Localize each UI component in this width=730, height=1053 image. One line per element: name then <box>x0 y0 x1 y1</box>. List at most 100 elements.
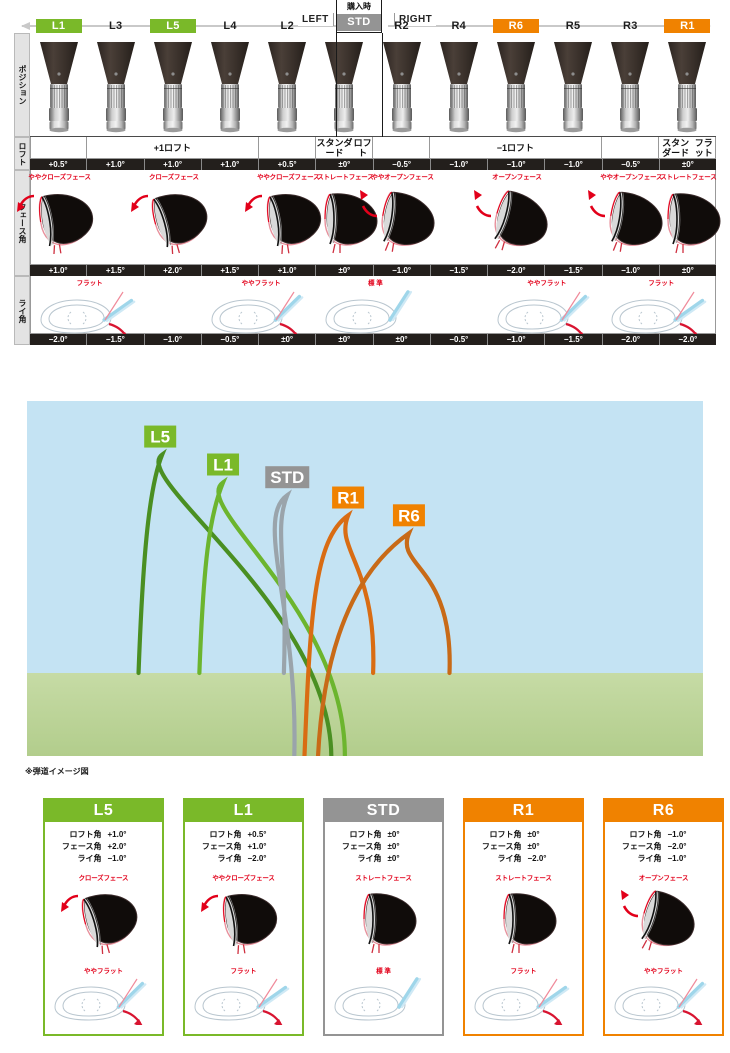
position-tag-l4[interactable]: L4 <box>202 11 259 33</box>
spec-table: ポジション <box>12 0 721 345</box>
position-tag-l5[interactable]: L5 <box>144 11 201 33</box>
spec-line: ロフト角 +1.0° <box>52 829 156 841</box>
position-tag-l1[interactable]: L1 <box>30 11 87 33</box>
spec-line: フェース角 −2.0° <box>612 841 716 853</box>
card-title: L5 <box>45 800 162 822</box>
loft-span-cell: スタンダード フラット <box>658 137 716 159</box>
position-code: R4 <box>451 20 467 32</box>
position-row <box>30 33 716 137</box>
face-values-row: +1.0° +1.5° +2.0° +1.5° +1.0° ±0° −1.0° −1.5° −2… <box>30 265 716 276</box>
position-tag-r5[interactable]: R5 <box>545 11 602 33</box>
driver-hosel-icon <box>381 42 423 142</box>
loft-span-cell: +1ロフト <box>87 137 259 159</box>
driver-sole-icon <box>487 288 607 343</box>
card-driver-sole-icon <box>45 975 163 1030</box>
driver-hosel-icon <box>495 42 537 142</box>
driver-face-icon <box>583 182 679 259</box>
position-code: L2 <box>280 20 294 32</box>
face-value: ±0° <box>681 266 694 275</box>
lie-angle-label: 標 準 <box>368 280 383 287</box>
loft-values-row: +0.5° +1.0° +1.0° +1.0° +0.5° ±0° −0.5° −1.0° −1… <box>30 159 716 170</box>
position-tag-r1[interactable]: R1 <box>659 11 716 33</box>
spec-key: ライ角 <box>217 854 242 863</box>
driver-hosel-icon <box>266 42 308 142</box>
lie-angle-label: ややフラット <box>241 280 281 287</box>
spec-line: ロフト角 ±0° <box>472 829 576 841</box>
face-angle-illustration: ややオープンフェース <box>355 173 451 259</box>
card-driver-face-icon <box>618 882 710 959</box>
lie-value: −2.0° <box>30 334 88 345</box>
driver-hosel-icon <box>152 42 194 142</box>
card-driver-face-icon <box>338 882 430 959</box>
spec-key: ライ角 <box>357 854 382 863</box>
face-angle-illustration: ややクローズフェース <box>12 173 108 259</box>
spec-key: フェース角 <box>341 842 382 851</box>
face-angle-label: ストレートフェース <box>660 174 717 181</box>
card-driver-sole-icon <box>185 975 303 1030</box>
setting-card-r6[interactable]: R6 ロフト角 −1.0° フェース角 −2.0° ライ角 −1.0° オープン… <box>603 798 724 1036</box>
spec-line: ライ角 −2.0° <box>192 853 296 865</box>
spec-line: ロフト角 −1.0° <box>612 829 716 841</box>
face-value: −2.0° <box>488 265 546 276</box>
position-tag-r2[interactable]: R2 <box>373 11 430 33</box>
setting-card-l5[interactable]: L5 ロフト角 +1.0° フェース角 +2.0° ライ角 −1.0° クローズ… <box>43 798 164 1036</box>
loft-value: ±0° <box>681 160 694 169</box>
position-tag-r3[interactable]: R3 <box>602 11 659 33</box>
setting-card-r1[interactable]: R1 ロフト角 ±0° フェース角 ±0° ライ角 −2.0° ストレートフェー… <box>463 798 584 1036</box>
clubhead-cell <box>659 33 716 136</box>
spec-value: ±0° <box>387 830 400 839</box>
position-tag-l2[interactable]: L2 <box>259 11 316 33</box>
setting-card-l1[interactable]: L1 ロフト角 +0.5° フェース角 +1.0° ライ角 −2.0° ややクロ… <box>183 798 304 1036</box>
card-lie-label: ややフラット <box>84 968 123 975</box>
lie-row: フラット ややフラット 標 準 <box>30 276 716 345</box>
driver-hosel-icon <box>609 42 651 142</box>
setting-card-std[interactable]: STD ロフト角 ±0° フェース角 ±0° ライ角 ±0° ストレートフェース <box>323 798 444 1036</box>
face-angle-illustration: ストレートフェース <box>297 173 393 259</box>
spec-line: ロフト角 ±0° <box>332 829 436 841</box>
card-body: ロフト角 +0.5° フェース角 +1.0° ライ角 −2.0° ややクローズフ… <box>185 822 302 1034</box>
spec-key: ロフト角 <box>489 830 522 839</box>
clubhead-cell <box>259 33 316 136</box>
spec-key: フェース角 <box>481 842 522 851</box>
driver-face-icon <box>297 182 393 259</box>
spec-key: ロフト角 <box>69 830 102 839</box>
svg-text:R1: R1 <box>337 489 359 508</box>
face-value: ±0° <box>316 265 374 276</box>
clubhead-cell <box>30 33 87 136</box>
driver-face-icon <box>355 182 451 259</box>
card-lie-label: ややフラット <box>644 968 683 975</box>
spec-value: +1.0° <box>247 842 267 851</box>
card-title: L1 <box>185 800 302 822</box>
loft-span-row: +1ロフト スタンダード ロフト −1ロフト スタンダード フラット <box>30 137 716 159</box>
row-label-position: ポジション <box>14 33 30 137</box>
face-value: +1.5° <box>87 265 145 276</box>
lie-illustrations: フラット ややフラット 標 準 <box>30 276 716 341</box>
loft-value: +1.0° <box>202 159 259 170</box>
card-face-label: ややクローズフェース <box>212 875 275 882</box>
trajectory-note: ※弾道イメージ図 <box>25 767 89 776</box>
lie-angle-label: フラット <box>648 280 675 287</box>
clubhead-cell <box>144 33 201 136</box>
spec-line: ライ角 −2.0° <box>472 853 576 865</box>
loft-value: −0.5° <box>603 159 660 170</box>
std-purchase-badge: 購入時 STD <box>336 0 382 33</box>
face-angle-label: ややオープンフェース <box>371 174 434 181</box>
loft-span-cell: スタンダード ロフト <box>315 137 373 159</box>
card-lie-label: フラット <box>230 968 257 975</box>
spec-key: ロフト角 <box>629 830 662 839</box>
svg-text:STD: STD <box>270 468 304 487</box>
lie-value: −2.0° <box>603 334 660 345</box>
lie-value: ±0° <box>316 334 374 345</box>
position-tag-r4[interactable]: R4 <box>430 11 487 33</box>
position-tag-r6[interactable]: R6 <box>487 11 544 33</box>
card-title: R6 <box>605 800 722 822</box>
face-angle-label: ややクローズフェース <box>28 174 91 181</box>
spec-line: フェース角 ±0° <box>472 841 576 853</box>
loft-span-cell <box>30 137 88 159</box>
driver-hosel-icon <box>438 42 480 142</box>
lie-angle-label: フラット <box>76 280 103 287</box>
position-tag-l3[interactable]: L3 <box>87 11 144 33</box>
spec-value: ±0° <box>387 854 400 863</box>
lie-angle-label: ややフラット <box>527 280 567 287</box>
spec-key: ライ角 <box>77 854 102 863</box>
